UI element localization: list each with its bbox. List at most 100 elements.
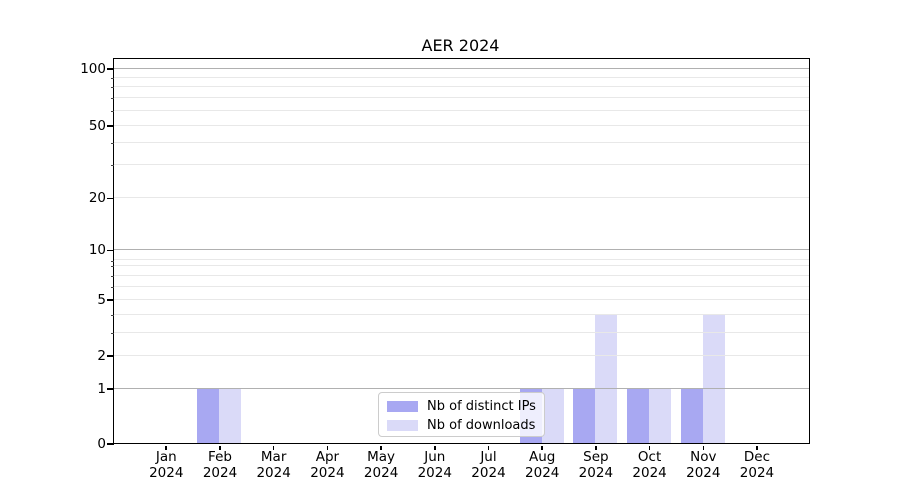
y-minor-gridline [114, 97, 810, 99]
legend-swatch [387, 419, 418, 431]
x-tick-label: Aug 2024 [502, 449, 582, 481]
y-minor-tick-mark [110, 266, 114, 268]
bar-downloads [595, 314, 618, 444]
x-tick-mark [272, 445, 275, 450]
y-tick-label: 10 [88, 242, 106, 259]
x-tick-label-year: 2024 [471, 464, 506, 481]
x-tick-label-year: 2024 [578, 464, 614, 481]
x-tick-label: Jun 2024 [395, 449, 475, 481]
x-tick-mark [595, 445, 597, 450]
x-tick-mark [487, 445, 490, 450]
legend-item: Nb of downloads [379, 416, 544, 435]
y-minor-tick-mark [110, 143, 114, 145]
y-minor-tick-mark [110, 164, 114, 166]
y-minor-gridline [114, 142, 810, 144]
x-tick-label-month: Nov [690, 449, 717, 465]
x-tick-label-month: Apr [315, 449, 340, 465]
y-minor-tick-mark [110, 315, 114, 316]
x-tick-label-year: 2024 [310, 464, 345, 481]
y-tick-label: 50 [88, 117, 106, 134]
y-tick-label: 2 [97, 347, 106, 364]
x-tick-label: Sep 2024 [556, 449, 636, 481]
legend-label: Nb of distinct IPs [427, 398, 536, 414]
y-tick-label: 20 [88, 190, 106, 207]
y-minor-gridline [114, 163, 810, 165]
x-tick-mark [756, 445, 758, 450]
x-tick-mark [541, 445, 543, 450]
y-gridline [114, 387, 810, 389]
bar-downloads [702, 314, 725, 444]
y-minor-tick-mark [110, 98, 114, 100]
bar-distinct-ips [680, 388, 703, 444]
y-minor-tick-mark [110, 286, 114, 288]
y-tick-mark [107, 68, 114, 70]
x-tick-label: Nov 2024 [663, 449, 743, 481]
x-tick-label: Dec 2024 [717, 449, 797, 481]
x-tick-label-year: 2024 [739, 464, 775, 481]
x-tick-label: Feb 2024 [180, 449, 260, 481]
chart-title: AER 2024 [421, 36, 500, 55]
x-tick-label-month: May [367, 449, 396, 465]
bar-distinct-ips [197, 388, 220, 444]
x-tick-label-year: 2024 [525, 464, 560, 481]
y-tick-label: 1 [97, 380, 106, 397]
x-tick-label-year: 2024 [149, 464, 184, 481]
x-tick-label-month: Jul [480, 449, 497, 465]
bar-distinct-ips [573, 388, 596, 444]
legend-swatch [387, 400, 418, 412]
y-minor-tick-mark [110, 77, 114, 79]
y-minor-tick-mark [110, 87, 114, 89]
y-gridline [114, 67, 810, 69]
y-gridline [114, 298, 810, 300]
y-minor-gridline [114, 331, 810, 333]
y-minor-tick-mark [110, 260, 114, 262]
y-minor-gridline [114, 109, 810, 111]
x-tick-label-year: 2024 [202, 464, 238, 481]
x-tick-mark [326, 445, 329, 450]
x-tick-label-month: Oct [637, 449, 662, 465]
x-tick-label-month: Dec [743, 449, 771, 465]
plot-area [113, 58, 811, 445]
y-tick-mark [107, 299, 114, 301]
y-gridline [114, 249, 810, 251]
x-tick-label: Jan 2024 [126, 449, 206, 481]
x-tick-label-year: 2024 [417, 464, 452, 481]
x-tick-mark [433, 445, 436, 450]
bar-downloads [219, 388, 242, 444]
x-tick-label-year: 2024 [363, 464, 399, 481]
y-minor-gridline [114, 264, 810, 266]
y-tick-mark [107, 125, 114, 127]
bar-distinct-ips [626, 388, 649, 444]
y-minor-gridline [114, 76, 810, 78]
x-tick-mark [219, 445, 221, 450]
y-tick-mark [107, 388, 114, 390]
y-tick-label: 100 [80, 60, 106, 77]
y-minor-gridline [114, 259, 810, 261]
y-minor-gridline [114, 313, 810, 315]
y-tick-label: 0 [97, 435, 106, 452]
x-tick-label-year: 2024 [686, 464, 721, 481]
x-tick-label: May 2024 [341, 449, 421, 481]
x-tick-mark [165, 445, 168, 450]
x-tick-label-year: 2024 [256, 464, 291, 481]
y-tick-label: 5 [97, 291, 106, 308]
x-tick-label: Mar 2024 [234, 449, 314, 481]
y-gridline [114, 124, 810, 126]
y-minor-gridline [114, 285, 810, 287]
y-tick-mark [107, 443, 114, 445]
x-tick-label: Oct 2024 [610, 449, 690, 481]
x-tick-label-year: 2024 [632, 464, 667, 481]
bar-downloads [541, 388, 564, 444]
x-tick-label-month: Sep [583, 449, 609, 465]
y-tick-mark [107, 197, 114, 200]
y-minor-tick-mark [110, 275, 114, 277]
x-tick-label-month: Jun [424, 449, 446, 465]
x-tick-label-month: Aug [529, 449, 556, 465]
x-tick-mark [380, 445, 382, 450]
x-tick-label-month: Feb [208, 449, 232, 465]
y-minor-gridline [114, 274, 810, 276]
y-minor-gridline [114, 86, 810, 88]
x-tick-label: Jul 2024 [448, 449, 528, 481]
legend: Nb of distinct IPs Nb of downloads [378, 392, 545, 437]
x-tick-mark [648, 445, 651, 450]
